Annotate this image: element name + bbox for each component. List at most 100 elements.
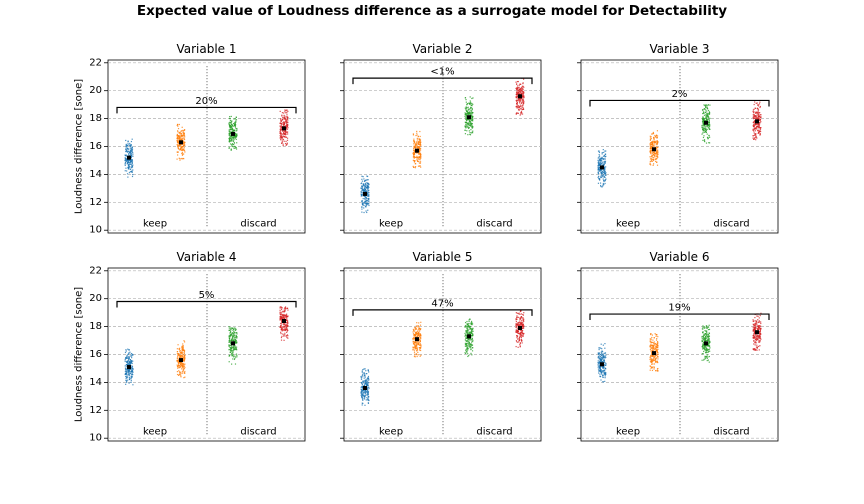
data-point: [284, 115, 286, 117]
data-point: [759, 128, 762, 130]
data-point: [703, 350, 705, 353]
data-point: [752, 115, 755, 117]
data-point: [176, 134, 178, 136]
data-point: [361, 175, 363, 177]
data-point: [519, 319, 521, 321]
data-point: [416, 144, 418, 146]
data-point: [130, 381, 132, 383]
data-point: [360, 376, 362, 379]
data-point: [704, 340, 706, 342]
data-point: [651, 356, 653, 358]
mean-marker: [282, 319, 286, 324]
group-label-discard: discard: [240, 219, 276, 230]
data-point: [280, 339, 283, 341]
data-point: [650, 136, 652, 138]
data-point: [708, 113, 710, 115]
data-point: [603, 158, 605, 160]
data-point: [232, 125, 234, 127]
data-point: [182, 357, 184, 359]
data-point: [178, 353, 180, 355]
data-point: [361, 185, 363, 187]
figure-title: Expected value of Loudness difference as…: [137, 3, 727, 19]
data-point: [419, 339, 421, 341]
data-point: [704, 106, 707, 108]
data-point: [465, 116, 468, 118]
data-point: [653, 141, 655, 143]
data-point: [649, 142, 651, 145]
data-point: [130, 373, 133, 375]
data-point: [752, 109, 754, 111]
data-point: [420, 157, 422, 159]
data-point: [284, 117, 286, 119]
data-point: [231, 334, 233, 336]
data-point: [362, 183, 364, 185]
data-point: [130, 369, 132, 371]
data-point: [756, 130, 759, 132]
data-point: [469, 103, 471, 105]
data-point: [651, 344, 653, 346]
data-point: [522, 82, 524, 84]
data-point: [702, 353, 704, 355]
data-point: [365, 190, 367, 192]
data-point: [131, 365, 134, 368]
y-tick-label: 12: [89, 405, 102, 416]
data-point: [228, 335, 230, 337]
data-point: [131, 366, 133, 369]
data-point: [707, 335, 709, 338]
data-point: [414, 328, 417, 330]
data-point: [233, 142, 235, 144]
data-point: [232, 129, 234, 131]
data-point: [469, 331, 471, 334]
data-point: [228, 348, 230, 351]
data-point: [233, 145, 236, 148]
data-point: [758, 335, 760, 337]
data-point: [364, 395, 366, 397]
data-point: [708, 332, 710, 334]
data-point: [701, 359, 703, 361]
data-point: [179, 158, 181, 160]
data-point: [522, 319, 524, 321]
data-point: [281, 134, 283, 136]
data-point: [420, 344, 422, 346]
data-point: [128, 361, 131, 363]
data-point: [521, 101, 524, 103]
group-label-keep: keep: [379, 219, 403, 230]
data-point: [127, 356, 129, 358]
data-point: [599, 354, 601, 356]
data-point: [518, 86, 520, 88]
data-point: [361, 392, 364, 394]
data-point: [235, 347, 237, 350]
data-point: [519, 313, 521, 315]
data-point: [284, 133, 286, 135]
data-point: [469, 103, 471, 105]
data-point: [286, 143, 288, 145]
data-point: [130, 378, 132, 380]
data-point: [657, 348, 659, 350]
data-point: [126, 360, 128, 363]
data-point: [752, 129, 754, 131]
data-point: [598, 355, 600, 357]
data-point: [283, 135, 285, 137]
data-point: [515, 81, 517, 83]
data-point: [126, 368, 129, 370]
series-3-points: [464, 318, 474, 358]
data-point: [285, 324, 287, 326]
data-point: [651, 334, 654, 336]
data-point: [182, 353, 184, 356]
data-point: [517, 107, 519, 109]
data-point: [599, 169, 601, 171]
data-point: [179, 159, 181, 161]
data-point: [702, 111, 705, 113]
data-point: [701, 338, 703, 340]
data-point: [235, 338, 237, 340]
data-point: [605, 155, 607, 157]
data-point: [756, 339, 759, 341]
data-point: [655, 335, 657, 337]
data-point: [654, 333, 656, 335]
data-point: [656, 155, 659, 157]
data-point: [753, 328, 756, 330]
data-point: [283, 133, 286, 135]
data-point: [756, 339, 758, 341]
data-point: [281, 140, 283, 142]
data-point: [758, 116, 760, 118]
